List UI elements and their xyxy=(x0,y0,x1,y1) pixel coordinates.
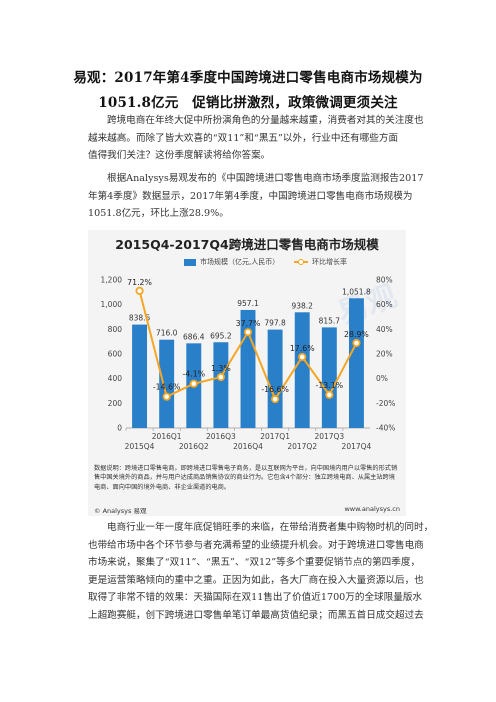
paragraph-line: 也带给市场中各个环节参与者充满希望的业绩提升机会。对于跨境进口零售电商 xyxy=(88,539,424,551)
data-paragraph: 根据Analysys易观发布的《中国跨境进口零售电商市场季度监测报告2017 年… xyxy=(88,170,424,223)
paragraph-line: 年第4季度》数据显示，2017年第4季度，中国跨境进口零售电商市场规模为 xyxy=(88,190,413,202)
bar xyxy=(267,329,283,428)
legend-line-swatch xyxy=(294,259,308,265)
y-right-tick-label: 80% xyxy=(376,276,393,285)
y-right-tick-label: 60% xyxy=(376,300,393,309)
y-right-tick-label: 40% xyxy=(376,325,393,334)
paragraph-line: 更是运营策略倾向的重中之重。正因为如此，各大厂商在投入大量资源以后，也 xyxy=(88,574,424,586)
bar-value-label: 686.4 xyxy=(183,332,205,341)
chart-footer-url: www.analysys.cn xyxy=(344,505,400,513)
x-tick-label: 2016Q1 xyxy=(152,432,182,441)
legend-bar-swatch xyxy=(184,258,196,266)
legend-bar: 市场规模（亿元,人民币） xyxy=(184,257,279,267)
y-right-tick-label: 20% xyxy=(376,350,393,359)
bar xyxy=(213,342,229,428)
growth-rate-point xyxy=(352,338,361,348)
paragraph-line: 电商行业一年一度年底促销旺季的来临，在带给消费者集中购物时机的同时， xyxy=(107,522,434,533)
growth-rate-point xyxy=(135,286,144,295)
x-tick-label: 2017Q3 xyxy=(314,432,344,441)
paragraph-line: 根据Analysys易观发布的《中国跨境进口零售电商市场季度监测报告2017 xyxy=(107,173,424,184)
legend-line: 环比增长率 xyxy=(294,257,347,267)
growth-rate-point xyxy=(271,395,280,404)
x-tick-label: 2017Q4 xyxy=(342,442,372,451)
bar-value-label: 1,051.8 xyxy=(342,287,371,296)
growth-rate-point xyxy=(298,352,307,362)
analysis-paragraph: 电商行业一年一度年底促销旺季的来临，在带给消费者集中购物时机的同时， 也带给市场… xyxy=(88,519,434,624)
growth-rate-label: 17.6% xyxy=(290,344,315,353)
growth-rate-label: -14.6% xyxy=(153,383,181,392)
y-left-tick-label: 200 xyxy=(108,399,123,408)
y-right-tick-label: 0% xyxy=(376,374,388,383)
paragraph-line: 跨境电商在年终大促中所扮演角色的分量越来越重，消费者对其的关注度也 xyxy=(107,115,424,126)
paragraph-line: 取得了非常不错的效果：天猫国际在双11售出了价值近1700万的全球限量版水 xyxy=(88,592,423,603)
bar-value-label: 815.7 xyxy=(319,316,341,325)
y-right-tick-label: -20% xyxy=(376,399,395,408)
growth-rate-label: -4.1% xyxy=(182,370,205,379)
market-size-chart: 易观 2015Q4-2017Q4跨境进口零售电商市场规模 市场规模（亿元,人民币… xyxy=(88,230,406,516)
bar-value-label: 797.8 xyxy=(264,319,286,328)
growth-rate-point xyxy=(243,328,253,337)
growth-rate-point xyxy=(216,372,225,382)
growth-rate-label: 37.7% xyxy=(236,319,261,328)
growth-rate-label: -16.6% xyxy=(261,385,289,394)
x-tick-label: 2015Q4 xyxy=(125,442,155,451)
x-tick-label: 2016Q2 xyxy=(179,442,209,451)
y-left-tick-label: 600 xyxy=(108,350,123,359)
growth-rate-point xyxy=(189,379,198,388)
x-tick-label: 2017Q1 xyxy=(260,432,290,441)
bar-value-label: 695.2 xyxy=(210,331,232,340)
paragraph-line: 市场来说，聚集了“双11”、“黑五”、“双12”等多个重要促销节点的第四季度， xyxy=(88,557,421,568)
legend-line-label: 环比增长率 xyxy=(312,258,347,266)
growth-rate-label: -13.1% xyxy=(316,381,344,390)
bar xyxy=(132,324,148,428)
y-left-tick-label: 0 xyxy=(117,424,122,433)
y-right-tick-label: -40% xyxy=(376,424,395,433)
growth-rate-label: 71.2% xyxy=(127,278,152,287)
y-left-tick-label: 1,000 xyxy=(101,300,123,309)
y-left-tick-label: 1,200 xyxy=(101,276,123,285)
chart-title: 2015Q4-2017Q4跨境进口零售电商市场规模 xyxy=(115,237,379,252)
growth-rate-point xyxy=(162,392,171,401)
x-tick-label: 2016Q4 xyxy=(233,442,263,451)
paragraph-line: 上超跑赛艇，创下跨境进口零售单笔订单最高货值纪录；而黑五首日成交超过去 xyxy=(88,609,424,621)
chart-plot-area: 0 200 400 600 800 1,000 1,200 -40% -20% 0% 20% 40% 6… xyxy=(101,276,396,452)
bar xyxy=(294,312,310,428)
legend-bar-label: 市场规模（亿元,人民币） xyxy=(200,258,280,266)
chart-data-note: 数据说明：跨境进口零售电商，即跨境进口零售电子商务，是以互联网为平台，向中国境内… xyxy=(94,465,398,491)
x-tick-label: 2017Q2 xyxy=(287,442,317,451)
article-title-line2: 1051.8亿元 促销比拼激烈，政策微调更须关注 xyxy=(98,95,398,111)
bar xyxy=(321,327,337,428)
bar-value-label: 957.1 xyxy=(237,299,259,308)
article-title-line1: 易观：2017年第4季度中国跨境进口零售电商市场规模为 xyxy=(73,70,423,86)
paragraph-line: 值得我们关注？这份季度解读将给你答案。 xyxy=(88,150,271,161)
growth-rate-label: 28.9% xyxy=(344,330,369,339)
bar-value-label: 716.0 xyxy=(156,329,178,338)
paragraph-line: 1051.8亿元，环比上涨28.9%。 xyxy=(88,208,229,219)
paragraph-line: 越来越高。而除了皆大欢喜的“双11”和“黑五”以外，行业中还有哪些方面 xyxy=(88,132,399,144)
bar xyxy=(159,339,175,428)
bar-value-label: 938.2 xyxy=(291,301,313,310)
chart-footer-brand: © Analysys 易观 xyxy=(94,507,147,515)
y-left-tick-label: 800 xyxy=(108,325,123,334)
bar-value-label: 838.5 xyxy=(129,314,151,323)
growth-rate-point xyxy=(325,390,334,399)
y-left-tick-label: 400 xyxy=(108,374,123,383)
growth-rate-label: 1.3% xyxy=(211,364,231,373)
bar xyxy=(348,298,364,428)
intro-paragraph: 跨境电商在年终大促中所扮演角色的分量越来越重，消费者对其的关注度也 越来越高。而… xyxy=(88,112,424,165)
x-tick-label: 2016Q3 xyxy=(206,432,236,441)
